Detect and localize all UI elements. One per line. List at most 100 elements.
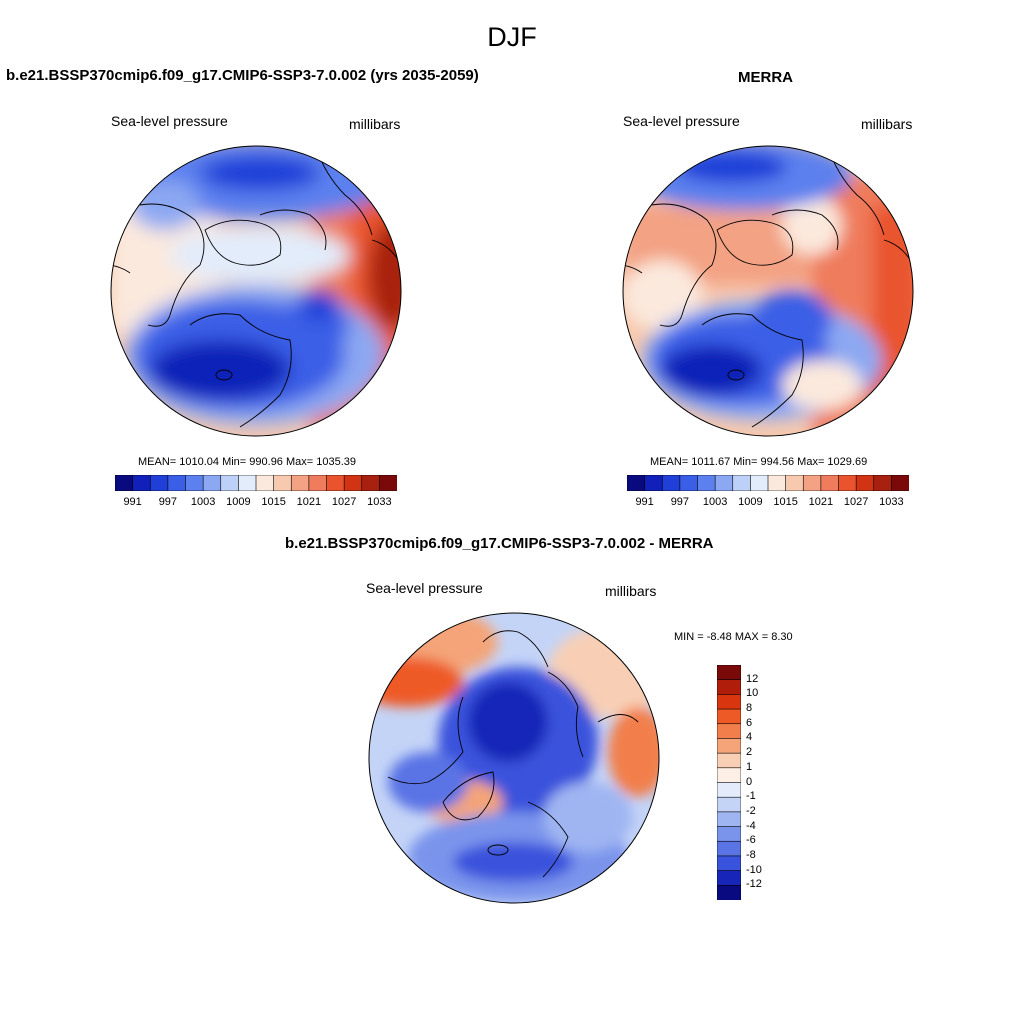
colorbar-ticks-merra: 991 997 1003 1009 1015 1021 1027 1033 [627, 496, 909, 510]
variable-label-diff: Sea-level pressure [366, 580, 483, 596]
units-label-diff: millibars [605, 583, 657, 599]
colorbar-tick-label: -4 [746, 819, 756, 832]
colorbar-swatch [717, 679, 741, 695]
colorbar-swatch [873, 475, 892, 491]
colorbar-tick-label: 1015 [773, 496, 798, 508]
colorbar-swatch [717, 738, 741, 754]
units-label-model: millibars [349, 116, 401, 132]
colorbar-tick-label: 1021 [296, 496, 322, 508]
colorbar-swatch [132, 475, 151, 491]
colorbar-swatch [185, 475, 204, 491]
colorbar-merra [627, 475, 909, 491]
colorbar-tick-label: 991 [123, 496, 142, 508]
colorbar-tick-label: 1009 [738, 496, 763, 508]
colorbar-swatch [115, 475, 134, 491]
colorbar-tick-label: 6 [746, 716, 753, 729]
colorbar-swatch [717, 811, 741, 828]
colorbar-tick-label: 1 [746, 760, 753, 773]
colorbar-tick-label: 1003 [702, 496, 728, 508]
colorbar-tick-label: 1015 [261, 496, 286, 508]
colorbar-swatch [326, 475, 345, 491]
colorbar-swatch [661, 475, 681, 491]
colorbar-swatch [379, 475, 397, 491]
colorbar-tick-label: 2 [746, 746, 753, 759]
figure-title: DJF [487, 22, 537, 52]
colorbar-tick-label: 1033 [879, 496, 904, 508]
variable-label-model: Sea-level pressure [111, 113, 228, 129]
colorbar-tick-label: 1027 [331, 496, 357, 508]
colorbar-tick-label: -2 [746, 804, 756, 817]
colorbar-swatch [714, 475, 734, 491]
colorbar-swatch [717, 752, 741, 769]
colorbar-tick-label: -6 [746, 834, 756, 847]
colorbar-tick-label: 12 [746, 672, 759, 685]
colorbar-tick-label: 4 [746, 731, 753, 744]
colorbar-tick-label: 1003 [190, 496, 216, 508]
colorbar-swatch [717, 855, 741, 872]
colorbar-swatch [820, 475, 840, 491]
colorbar-tick-label: 991 [635, 496, 654, 508]
colorbar-swatch [717, 767, 741, 784]
colorbar-tick-label: 10 [746, 687, 759, 700]
colorbar-swatch [767, 475, 787, 491]
stats-model: MEAN= 1010.04 Min= 990.96 Max= 1035.39 [138, 456, 357, 468]
panel-title-diff: b.e21.BSSP370cmip6.f09_g17.CMIP6-SSP3-7.… [285, 535, 714, 552]
colorbar-tick-label: -10 [746, 863, 762, 876]
colorbar-tick-label: 997 [158, 496, 178, 508]
colorbar-swatch [855, 475, 875, 491]
polar-map-model [110, 145, 402, 437]
colorbar-swatch [717, 694, 741, 710]
colorbar-swatch [717, 708, 741, 725]
colorbar-swatch [627, 475, 646, 491]
colorbar-swatch [717, 723, 741, 740]
colorbar-swatch [220, 475, 239, 491]
colorbar-swatch [717, 840, 741, 857]
colorbar-tick-label: 0 [746, 775, 753, 788]
colorbar-swatch [717, 796, 741, 813]
variable-label-merra: Sea-level pressure [623, 113, 740, 129]
colorbar-swatch [717, 885, 741, 900]
colorbar-swatch [290, 475, 310, 491]
colorbar-tick-label: 1009 [226, 496, 251, 508]
panel-title-merra: MERRA [738, 69, 793, 86]
polar-map-merra [622, 145, 914, 437]
stats-merra: MEAN= 1011.67 Min= 994.56 Max= 1029.69 [650, 456, 868, 468]
colorbar-swatch [717, 665, 741, 681]
colorbar-swatch [838, 475, 857, 491]
colorbar-model [115, 475, 397, 491]
colorbar-swatch [750, 475, 769, 491]
colorbar-swatch [697, 475, 716, 491]
colorbar-swatch [202, 475, 222, 491]
units-label-merra: millibars [861, 116, 913, 132]
stats-diff: MIN = -8.48 MAX = 8.30 [674, 631, 793, 643]
colorbar-ticks-model: 991 997 1003 1009 1015 1021 1027 1033 [115, 496, 397, 510]
colorbar-diff [717, 665, 741, 900]
colorbar-tick-label: -1 [746, 790, 756, 803]
colorbar-tick-label: 8 [746, 702, 753, 715]
panel-title-model: b.e21.BSSP370cmip6.f09_g17.CMIP6-SSP3-7.… [6, 67, 479, 84]
colorbar-tick-label: 1033 [367, 496, 392, 508]
colorbar-swatch [679, 475, 699, 491]
colorbar-tick-label: -12 [746, 878, 762, 891]
colorbar-swatch [255, 475, 275, 491]
colorbar-swatch [717, 870, 741, 886]
colorbar-swatch [802, 475, 822, 491]
colorbar-tick-label: 997 [670, 496, 690, 508]
colorbar-ticks-diff: 12 10 8 6 4 2 1 0 -1 -2 -4 -6 -8 -10 -12 [746, 665, 786, 900]
colorbar-swatch [717, 782, 741, 798]
colorbar-swatch [785, 475, 804, 491]
colorbar-tick-label: 1027 [843, 496, 869, 508]
colorbar-swatch [717, 826, 741, 842]
colorbar-tick-label: 1021 [808, 496, 834, 508]
colorbar-swatch [644, 475, 663, 491]
colorbar-swatch [308, 475, 328, 491]
polar-map-diff [368, 612, 660, 904]
colorbar-swatch [732, 475, 751, 491]
colorbar-tick-label: -8 [746, 848, 756, 861]
colorbar-swatch [273, 475, 292, 491]
colorbar-swatch [238, 475, 257, 491]
colorbar-swatch [361, 475, 380, 491]
colorbar-swatch [343, 475, 363, 491]
colorbar-swatch [149, 475, 169, 491]
colorbar-swatch [891, 475, 909, 491]
